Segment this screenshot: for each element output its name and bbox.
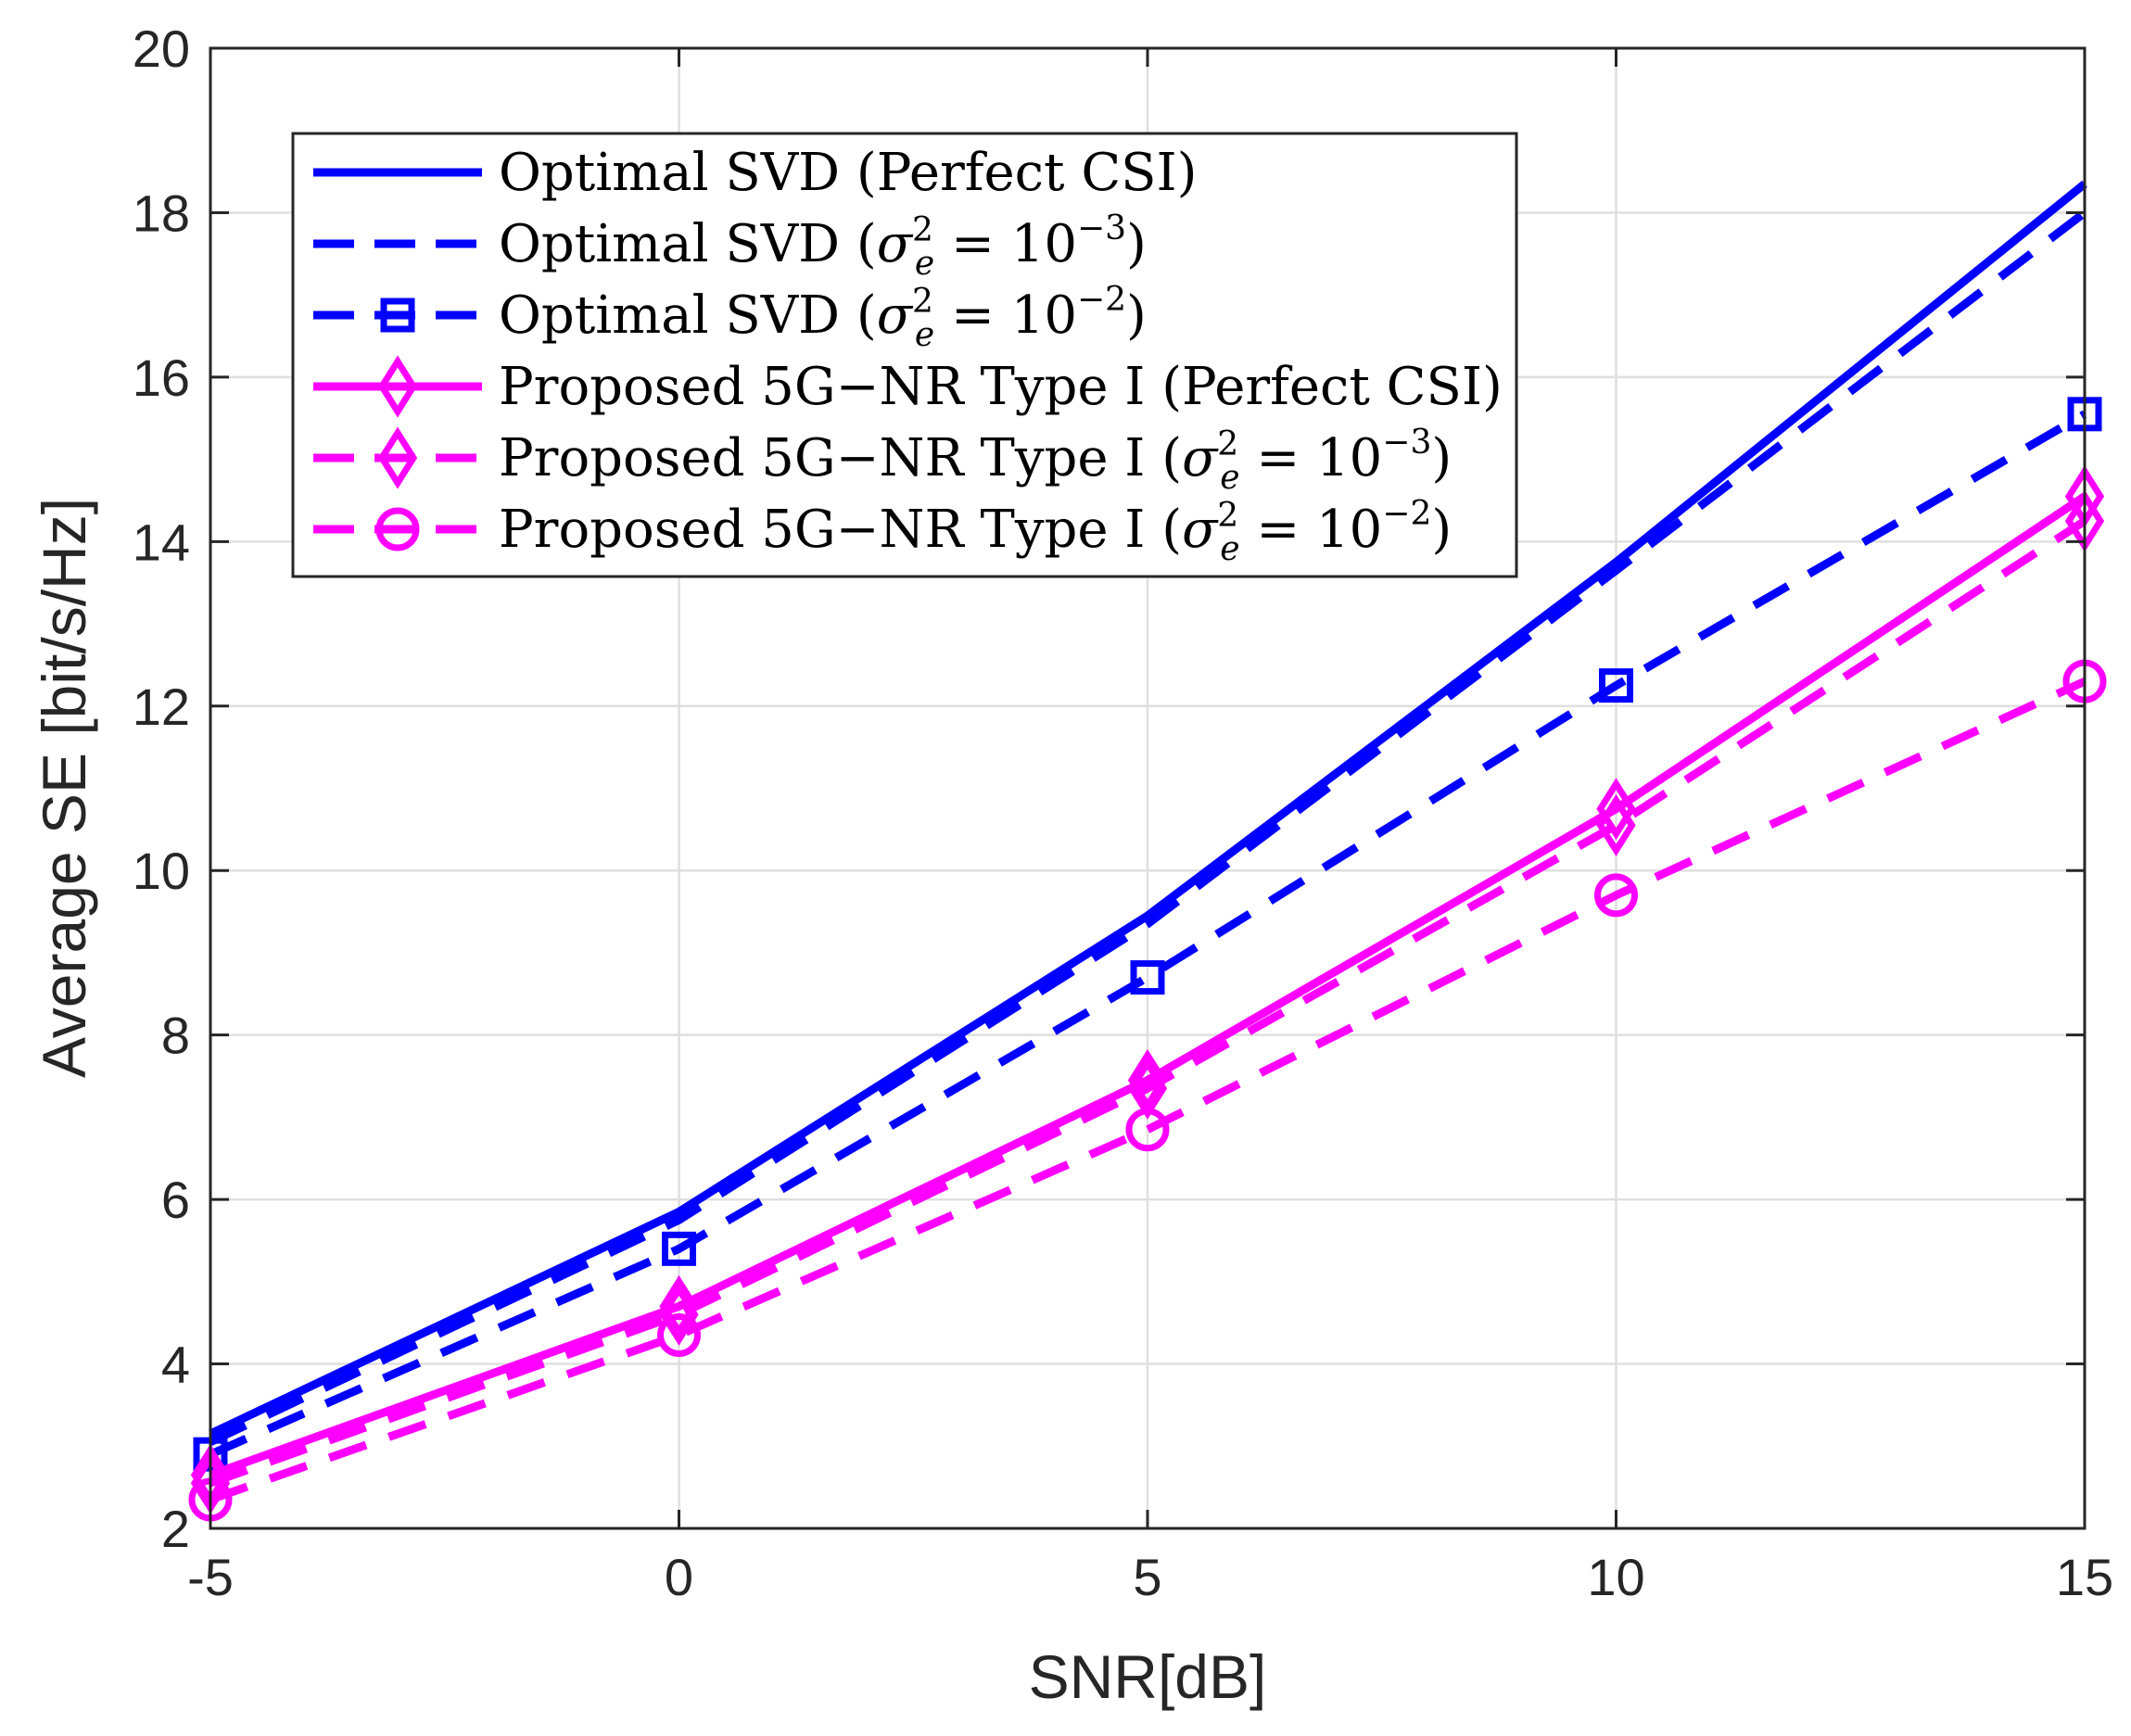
legend-label: Proposed 5G−NR Type I (σ2 e = 10−2): [499, 495, 1452, 568]
legend-entry: Optimal SVD (Perfect CSI): [313, 143, 1198, 203]
series-1: [209, 180, 2087, 1438]
legend-swatch-marker: [375, 507, 420, 551]
legend-swatch-marker: [377, 355, 418, 418]
data-point-marker: [1594, 873, 1638, 918]
data-point-marker: [657, 1313, 701, 1358]
data-point-marker: [1127, 1048, 1168, 1112]
series-line: [209, 517, 2087, 1488]
legend-label: Optimal SVD (Perfect CSI): [499, 143, 1198, 203]
x-tick-label: 15: [2056, 1548, 2113, 1606]
x-axis-title: SNR[dB]: [1029, 1642, 1267, 1711]
y-axis-title: Average SE [bit/s/Hz]: [30, 498, 98, 1078]
y-tick-label: 16: [133, 348, 190, 407]
legend-entry: Optimal SVD (σ2 e = 10−3): [313, 209, 1147, 283]
series-group: [188, 180, 2107, 1522]
y-tick-label: 8: [161, 1007, 190, 1065]
x-tick-label: -5: [187, 1548, 234, 1606]
legend-entry: Proposed 5G−NR Type I (σ2 e = 10−2): [313, 495, 1452, 568]
series-line: [209, 492, 2087, 1479]
series-2: [209, 209, 2087, 1446]
legend-label: Optimal SVD (σ2 e = 10−3): [499, 209, 1147, 283]
legend-entry: Proposed 5G−NR Type I (Perfect CSI): [313, 355, 1503, 418]
x-tick-label: 0: [665, 1548, 693, 1606]
legend-label: Optimal SVD (σ2 e = 10−2): [499, 281, 1147, 354]
legend-entry: Proposed 5G−NR Type I (σ2 e = 10−3): [313, 424, 1452, 497]
legend-swatch-marker: [377, 426, 418, 489]
data-point-marker: [1596, 793, 1636, 856]
y-tick-label: 10: [133, 842, 190, 900]
legend-label: Proposed 5G−NR Type I (Perfect CSI): [499, 357, 1503, 417]
y-tick-label: 12: [133, 678, 190, 736]
legend-entry: Optimal SVD (σ2 e = 10−2): [313, 281, 1147, 354]
x-tick-label: 10: [1587, 1548, 1644, 1606]
axis-ticks: -5 0 5 10 15 2 4 6 8 10 12 14 16 18 20: [133, 19, 2113, 1606]
data-point-marker: [1599, 668, 1633, 703]
data-point-marker: [1130, 960, 1165, 995]
y-tick-label: 14: [133, 513, 190, 571]
data-point-marker: [1596, 778, 1636, 841]
y-tick-label: 6: [161, 1171, 190, 1229]
legend-label: Proposed 5G−NR Type I (σ2 e = 10−3): [499, 424, 1452, 497]
series-line: [209, 410, 2087, 1459]
series-line: [209, 180, 2087, 1438]
series-line: [209, 678, 2087, 1504]
y-tick-label: 4: [161, 1336, 190, 1394]
legend-swatch-marker: [380, 298, 415, 333]
data-point-marker: [662, 1231, 696, 1266]
data-point-marker: [659, 1274, 699, 1338]
y-tick-label: 2: [161, 1500, 190, 1558]
data-point-marker: [659, 1283, 699, 1346]
x-tick-label: 5: [1133, 1548, 1161, 1606]
data-point-marker: [1125, 1108, 1170, 1152]
y-tick-label: 20: [133, 19, 190, 78]
y-tick-label: 18: [133, 184, 190, 242]
legend-box: [291, 132, 1518, 578]
series-line: [209, 209, 2087, 1446]
series-4: [190, 464, 2105, 1506]
legend: Optimal SVD (Perfect CSI)Optimal SVD (σ2…: [291, 132, 1518, 578]
